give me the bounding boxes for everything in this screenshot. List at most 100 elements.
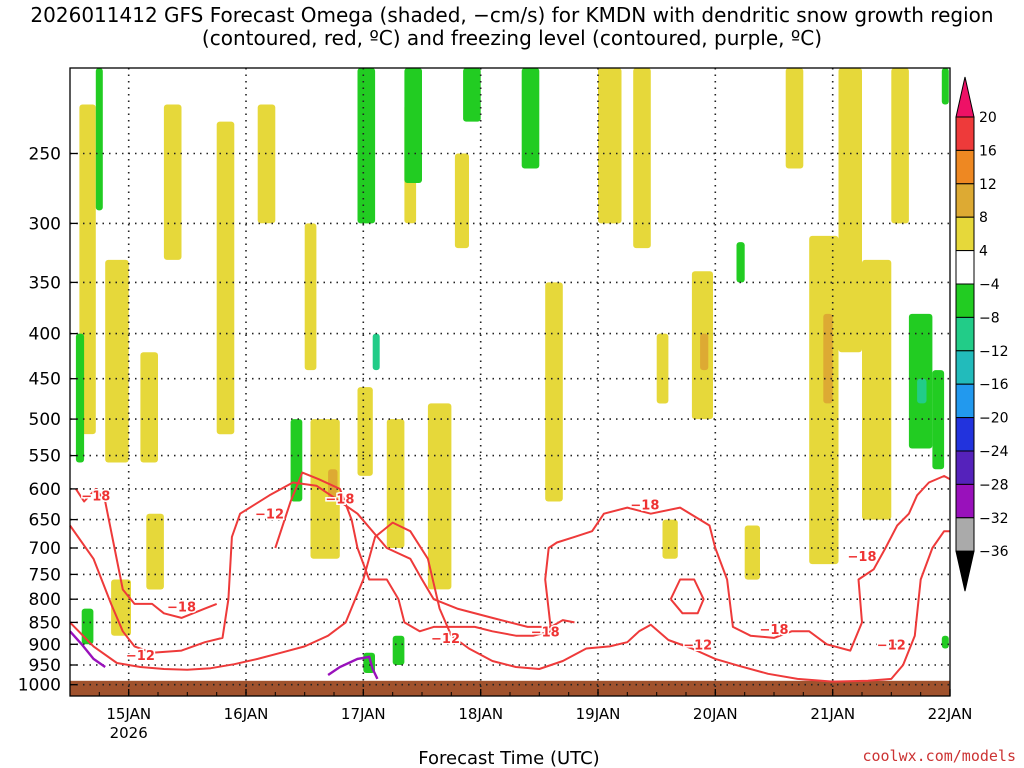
contour-label-4: −18 <box>325 492 354 507</box>
colorbar-bin-2 <box>955 183 975 218</box>
x-tick-label-16JAN: 16JAN <box>224 705 269 723</box>
dendritic-contours <box>69 471 951 683</box>
colorbar-bin-0 <box>955 116 975 151</box>
omega-cell-9 <box>310 419 340 559</box>
y-tick-label-500: 500 <box>29 410 61 430</box>
colorbar-label-6: −8 <box>979 310 1000 326</box>
contour-label-8: −12 <box>683 638 712 653</box>
contour-label-0: −18 <box>81 489 110 504</box>
colorbar-bin-12 <box>955 517 975 552</box>
omega-cell-7 <box>257 104 276 224</box>
ground-layer <box>70 680 950 696</box>
omega-cell-31 <box>81 608 94 645</box>
omega-cell-36 <box>392 635 405 665</box>
y-axis: 2503003504004505005506006507007508008509… <box>18 145 77 696</box>
colorbar-bin-10 <box>955 450 975 485</box>
omega-cell-30 <box>75 333 85 463</box>
omega-cell-1 <box>105 259 129 463</box>
y-tick-label-950: 950 <box>29 656 61 676</box>
y-tick-label-600: 600 <box>29 480 61 500</box>
colorbar-bin-4 <box>955 250 975 285</box>
freezing-contour-0 <box>69 630 106 668</box>
x-tick-label-18JAN: 18JAN <box>458 705 503 723</box>
colorbar-bin-6 <box>955 316 975 352</box>
colorbar-top-triangle <box>955 76 975 118</box>
chart-title: 2026011412 GFS Forecast Omega (shaded, −… <box>30 3 994 50</box>
y-tick-label-750: 750 <box>29 565 61 585</box>
colorbar-bottom-triangle <box>955 550 975 592</box>
omega-cell-8 <box>304 223 317 371</box>
freezing-contours <box>69 630 379 680</box>
colorbar-label-9: −20 <box>979 411 1009 427</box>
omega-cell-22 <box>785 68 804 169</box>
omega-cell-6 <box>216 121 235 435</box>
y-tick-label-850: 850 <box>29 613 61 633</box>
x-tick-label-21JAN: 21JAN <box>810 705 855 723</box>
colorbar-bin-11 <box>955 483 975 519</box>
contour-label-9: −18 <box>760 623 789 638</box>
colorbar-label-8: −16 <box>979 377 1009 393</box>
omega-cell-5 <box>163 104 182 260</box>
y-tick-label-900: 900 <box>29 635 61 655</box>
colorbar-label-1: 16 <box>979 143 997 159</box>
contour-label-5: −12 <box>431 632 460 647</box>
y-tick-label-400: 400 <box>29 325 61 345</box>
dendritic-contour-2 <box>75 487 218 619</box>
omega-cell-46 <box>917 378 927 404</box>
y-tick-label-300: 300 <box>29 214 61 234</box>
contour-label-6: −18 <box>531 625 560 640</box>
omega-cell-43 <box>941 68 949 105</box>
grid-lines <box>70 68 950 696</box>
omega-cell-14 <box>454 153 469 249</box>
credit-text: coolwx.com/models <box>862 747 1016 765</box>
omega-cell-18 <box>656 333 669 404</box>
y-tick-label-350: 350 <box>29 273 61 293</box>
x-tick-label-17JAN: 17JAN <box>341 705 386 723</box>
colorbar-label-2: 12 <box>979 177 997 193</box>
x-tick-label-22JAN: 22JAN <box>928 705 973 723</box>
contour-label-2: −12 <box>126 649 155 664</box>
dendritic-contour-4 <box>669 578 705 615</box>
colorbar-label-10: −24 <box>979 444 1009 460</box>
omega-cell-28 <box>823 313 833 404</box>
y-tick-label-800: 800 <box>29 590 61 610</box>
omega-cell-20 <box>744 525 760 580</box>
freezing-contour-1 <box>327 655 379 680</box>
omega-cell-37 <box>404 68 422 183</box>
colorbar-label-3: 8 <box>979 210 988 226</box>
colorbar-label-11: −28 <box>979 477 1009 493</box>
x-axis: 15JAN 16JAN 17JAN 18JAN 19JAN 20JAN 21JAN 22JAN… <box>98 689 973 742</box>
colorbar-bin-8 <box>955 383 975 419</box>
omega-shading <box>75 68 949 673</box>
omega-cell-16 <box>598 68 622 224</box>
omega-cell-25 <box>862 259 892 520</box>
omega-cell-12 <box>427 403 452 590</box>
colorbar-label-5: −4 <box>979 277 1000 293</box>
y-tick-label-250: 250 <box>29 145 61 165</box>
contour-label-11: −12 <box>877 638 906 653</box>
omega-cell-15 <box>545 282 563 502</box>
colorbar-bin-1 <box>955 149 975 185</box>
omega-cell-24 <box>838 68 862 353</box>
omega-cell-32 <box>95 68 103 211</box>
contour-label-1: −18 <box>167 600 196 615</box>
x-year-label: 2026 <box>110 724 148 742</box>
dendritic-contour-0 <box>69 481 575 654</box>
colorbar: 20 16 12 8 4 −4 −8 −12 −16 −20 −24 −28 −32 −36 <box>955 76 1009 592</box>
y-tick-label-450: 450 <box>29 370 61 390</box>
omega-cell-10 <box>357 387 373 476</box>
omega-cell-34 <box>357 68 376 224</box>
ground-fill <box>70 680 950 696</box>
colorbar-bin-9 <box>955 417 975 452</box>
y-tick-label-700: 700 <box>29 539 61 559</box>
dendritic-contour-1 <box>69 521 950 683</box>
omega-cell-19 <box>662 519 678 559</box>
colorbar-bin-3 <box>955 216 975 252</box>
omega-cell-39 <box>521 68 540 169</box>
x-tick-label-15JAN: 15JAN <box>106 705 151 723</box>
contour-labels: −18 −18 −12 −12 −18 −12 −18 −18 −12 −18 −18 −12 <box>80 488 907 666</box>
colorbar-label-7: −12 <box>979 344 1009 360</box>
omega-cell-3 <box>146 513 164 590</box>
